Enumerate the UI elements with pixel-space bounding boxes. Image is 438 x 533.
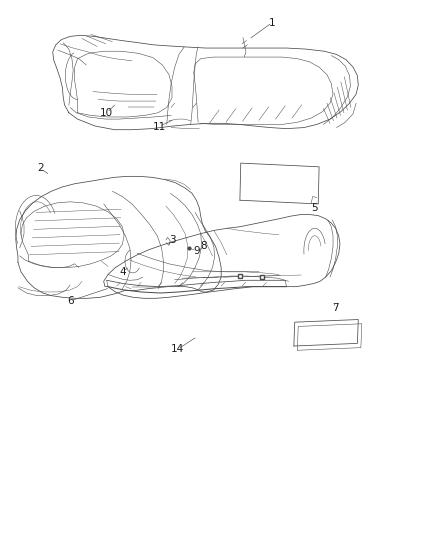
Text: 14: 14 xyxy=(171,344,184,354)
Text: 3: 3 xyxy=(169,235,175,245)
Text: 9: 9 xyxy=(193,246,200,256)
Text: 11: 11 xyxy=(152,122,166,132)
Text: 1: 1 xyxy=(269,18,276,28)
Text: 4: 4 xyxy=(119,267,126,277)
Text: 10: 10 xyxy=(100,108,113,118)
Text: 8: 8 xyxy=(201,241,207,252)
Text: 6: 6 xyxy=(67,296,74,306)
Text: 2: 2 xyxy=(37,164,44,173)
Text: 7: 7 xyxy=(332,303,339,313)
Text: 5: 5 xyxy=(311,203,318,213)
